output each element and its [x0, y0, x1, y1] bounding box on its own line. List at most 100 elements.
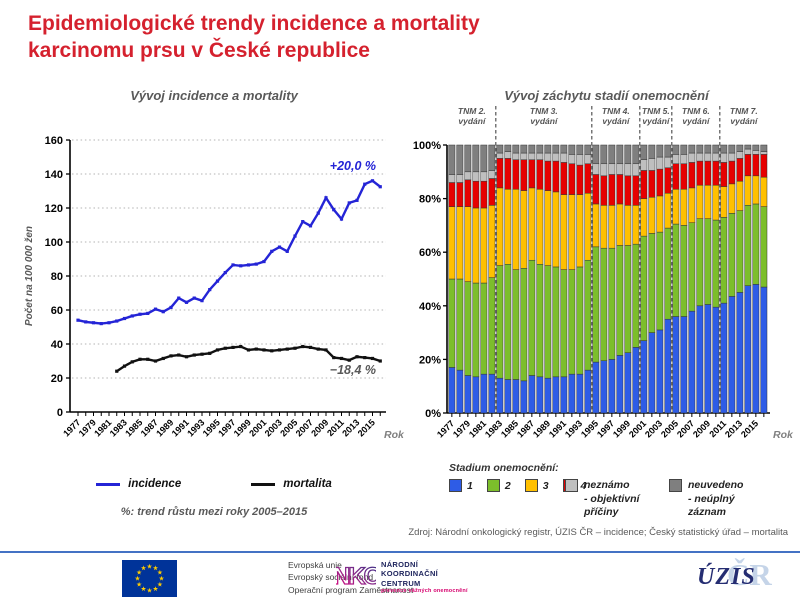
- legend-notstated: neuvedeno - neúplný záznam: [669, 479, 743, 520]
- svg-text:vydání: vydání: [602, 116, 631, 126]
- uzis-logo: ČR ÚZIS: [697, 556, 787, 596]
- stage-number: 4: [580, 479, 587, 492]
- notstated-line3: záznam: [688, 506, 726, 519]
- stage-number: 3: [542, 479, 549, 492]
- notstated-line1: neuvedeno: [688, 479, 744, 491]
- stage-number: 1: [467, 479, 473, 492]
- svg-text:60: 60: [51, 305, 63, 317]
- svg-text:2001: 2001: [627, 418, 648, 439]
- uzis-watermark: ČR: [727, 557, 772, 592]
- left-chart-title: Vývoj incidence a mortality: [130, 88, 298, 103]
- svg-text:TNM 6.: TNM 6.: [682, 106, 710, 116]
- svg-text:Počet na 100 000 žen: Počet na 100 000 žen: [24, 226, 35, 326]
- svg-text:0%: 0%: [425, 408, 441, 420]
- notstated-line2: - neúplný: [688, 492, 735, 505]
- nkc-abbr: NKC: [336, 563, 376, 590]
- legend-line-icon: [96, 482, 121, 486]
- source-note: Zdroj: Národní onkologický registr, ÚZIS…: [408, 527, 788, 538]
- svg-text:1989: 1989: [531, 418, 552, 439]
- svg-text:100: 100: [45, 237, 63, 249]
- uzis-wordmark: ÚZIS: [697, 564, 756, 590]
- svg-text:40: 40: [51, 339, 63, 351]
- svg-text:140: 140: [45, 169, 63, 181]
- svg-text:1991: 1991: [547, 418, 568, 439]
- unknown-line2: - objektivní: [584, 492, 640, 505]
- nkc-subtitle: prevence vážných onemocnění: [381, 588, 468, 595]
- stage-swatch-icon: [524, 479, 538, 492]
- legend-line-icon: [251, 482, 276, 486]
- bar-chart-canvas: 0%20%40%60%80%100%1977197919811983198519…: [413, 106, 794, 441]
- svg-text:2009: 2009: [691, 418, 712, 439]
- svg-text:2005: 2005: [659, 418, 680, 439]
- eu-flag-icon: [122, 560, 177, 597]
- line-legend-item: mortalita: [251, 478, 332, 490]
- svg-text:Rok: Rok: [773, 429, 794, 441]
- svg-text:TNM 2.: TNM 2.: [458, 106, 486, 116]
- nkc-line1: NÁRODNÍ: [381, 560, 419, 569]
- svg-text:80: 80: [51, 271, 63, 283]
- svg-text:TNM 7.: TNM 7.: [730, 106, 758, 116]
- legend-unknown: neznámo - objektivní příčiny: [565, 479, 639, 520]
- svg-text:2015: 2015: [356, 417, 377, 438]
- stage-legend-heading: Stadium onemocnění:: [449, 462, 559, 474]
- stage-legend-item: 3: [524, 479, 549, 492]
- nkc-line2: KOORDINAČNÍ: [381, 569, 439, 579]
- svg-text:120: 120: [45, 203, 63, 215]
- svg-text:vydání: vydání: [682, 116, 711, 126]
- svg-text:1995: 1995: [579, 418, 600, 439]
- line-chart-canvas: 0204060801001201401601977197919811983198…: [24, 135, 405, 441]
- svg-text:2011: 2011: [707, 418, 728, 439]
- stage-legend-item: 1: [449, 479, 473, 492]
- svg-text:1985: 1985: [499, 418, 520, 439]
- svg-text:1993: 1993: [563, 418, 584, 439]
- unknown-swatch-icon: [565, 479, 578, 492]
- svg-text:vydání: vydání: [458, 116, 487, 126]
- slide-title-line2: karcinomu prsu v České republice: [28, 39, 370, 63]
- legend-label: mortalita: [283, 478, 332, 490]
- eu-line2: Evropský sociální fond: [288, 572, 374, 583]
- footer-divider: [0, 551, 800, 553]
- svg-text:1997: 1997: [595, 418, 616, 439]
- unknown-line1: neznámo: [584, 479, 630, 491]
- slide-title-line1: Epidemiologické trendy incidence a morta…: [28, 12, 480, 35]
- nkc-logo: NKC NÁRODNÍ KOORDINAČNÍ CENTRUM prevence…: [336, 557, 468, 595]
- svg-text:2013: 2013: [723, 418, 744, 439]
- svg-text:80%: 80%: [419, 194, 441, 206]
- svg-text:160: 160: [45, 135, 63, 147]
- incidence-mortality-chart: Vývoj incidence a mortality 0 20 40 60 80 100…: [18, 86, 410, 486]
- stage-legend-item: 2: [486, 479, 511, 492]
- svg-text:20: 20: [51, 373, 63, 385]
- svg-text:1999: 1999: [611, 418, 632, 439]
- line-legend-item: incidence: [96, 478, 181, 490]
- notstated-swatch-icon: [669, 479, 682, 492]
- svg-text:1977: 1977: [435, 418, 456, 439]
- stage-swatch-icon: [486, 479, 500, 492]
- stage-distribution-chart: Vývoj záchytu stadií onemocnění 0% 20% 40%…: [413, 86, 800, 486]
- svg-text:2007: 2007: [675, 418, 696, 439]
- svg-text:1983: 1983: [483, 418, 504, 439]
- svg-text:2003: 2003: [643, 418, 664, 439]
- line-chart-legend: incidence mortalita: [18, 478, 410, 490]
- svg-text:40%: 40%: [419, 301, 441, 313]
- legend-label: incidence: [128, 478, 182, 490]
- svg-text:vydání: vydání: [730, 116, 759, 126]
- stage-legend-items: 1 2 3 4: [449, 479, 586, 492]
- svg-text:100%: 100%: [413, 140, 441, 152]
- svg-text:TNM 5.: TNM 5.: [642, 106, 670, 116]
- nkc-mark-icon: NKC: [336, 562, 376, 590]
- svg-text:+20,0 %: +20,0 %: [330, 159, 376, 173]
- svg-text:TNM 3.: TNM 3.: [530, 106, 558, 116]
- svg-text:1981: 1981: [467, 418, 488, 439]
- eu-line1: Evropská unie: [288, 560, 342, 570]
- svg-text:60%: 60%: [419, 247, 441, 259]
- unknown-line3: příčiny: [584, 506, 619, 519]
- svg-text:Rok: Rok: [384, 429, 405, 441]
- svg-text:vydání: vydání: [530, 116, 559, 126]
- slide-title: Epidemiologické trendy incidence a morta…: [28, 10, 480, 65]
- trend-note: %: trend růstu mezi roky 2005–2015: [120, 506, 308, 518]
- nkc-line3: CENTRUM: [381, 578, 421, 588]
- eu-line3: Operační program Zaměstnanost: [288, 584, 414, 595]
- svg-text:vydání: vydání: [642, 116, 671, 126]
- svg-text:20%: 20%: [419, 354, 441, 366]
